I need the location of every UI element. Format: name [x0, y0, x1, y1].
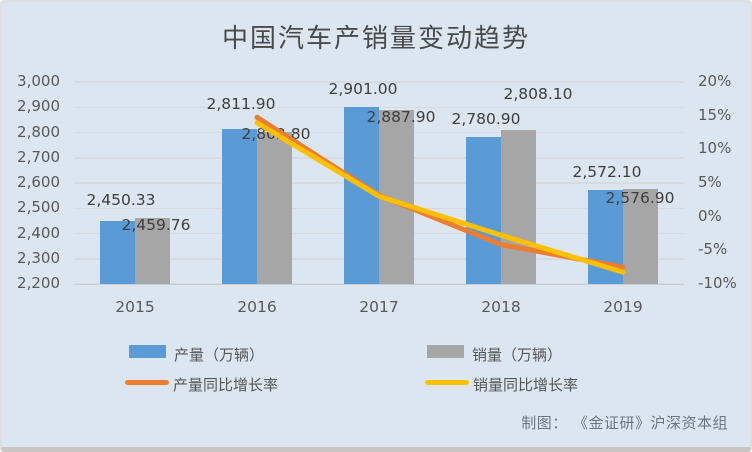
y-axis-tick-left: 2,200	[17, 274, 60, 292]
chart-title: 中国汽车产销量变动趋势	[221, 24, 530, 54]
sales-bar-swatch	[427, 345, 464, 358]
y-axis-tick-right: -10%	[698, 274, 737, 292]
sales-growth-line	[254, 120, 626, 275]
y-axis-tick-right: 0%	[698, 206, 722, 225]
legend-label-sales-bar: 销量（万辆）	[472, 346, 563, 364]
bar-label-production: 2,901.00	[328, 80, 398, 98]
x-axis-tick: 2016	[237, 298, 277, 316]
y-axis-tick-left: 3,000	[17, 72, 60, 90]
bar-label-production: 2,572.10	[572, 163, 642, 181]
gridline	[74, 81, 684, 83]
chart-source-credit: 制图： 《金证研》沪深资本组	[521, 414, 728, 432]
x-axis-tick: 2019	[603, 298, 643, 316]
y-axis-tick-left: 2,600	[17, 173, 60, 191]
legend-label-production-line: 产量同比增长率	[173, 376, 279, 394]
y-axis-tick-right: 10%	[698, 139, 732, 158]
bar-production	[100, 220, 135, 284]
y-axis-tick-left: 2,900	[17, 97, 60, 116]
bar-label-production: 2,450.33	[86, 191, 156, 209]
y-axis-tick-right: 20%	[698, 72, 732, 90]
x-axis-tick: 2015	[115, 298, 155, 316]
x-axis-tick: 2017	[359, 298, 399, 316]
gridline	[74, 106, 684, 108]
bar-sales	[135, 218, 170, 284]
y-axis-tick-left: 2,300	[17, 248, 60, 267]
y-axis-tick-left: 2,800	[17, 122, 60, 141]
bar-label-production: 2,811.90	[206, 95, 276, 113]
bar-sales	[623, 188, 658, 284]
x-axis-line	[74, 283, 684, 286]
sales-line-swatch	[425, 380, 469, 385]
bar-label-sales: 2,808.10	[503, 85, 573, 103]
y-axis-tick-right: 15%	[698, 105, 732, 124]
y-axis-tick-left: 2,500	[17, 198, 60, 217]
bar-label-sales: 2,576.90	[605, 189, 675, 207]
y-axis-tick-right: -5%	[698, 240, 728, 259]
production-bar-swatch	[129, 345, 166, 358]
bar-label-sales: 2,887.90	[366, 108, 436, 126]
bar-production	[466, 137, 501, 284]
bar-sales	[501, 130, 536, 284]
production-line-swatch	[125, 380, 169, 385]
bar-label-sales: 2,459.76	[121, 216, 191, 234]
bar-sales	[257, 131, 292, 284]
legend-label-sales-line: 销量同比增长率	[473, 376, 579, 394]
bar-production	[222, 129, 257, 284]
y-axis-tick-left: 2,700	[17, 147, 60, 166]
x-axis-tick: 2018	[481, 298, 521, 316]
y-axis-tick-right: 5%	[698, 173, 722, 191]
production-growth-line	[254, 114, 626, 270]
legend-label-production-bar: 产量（万辆）	[174, 346, 265, 364]
bar-label-production: 2,780.90	[451, 110, 521, 128]
y-axis-tick-left: 2,400	[17, 223, 60, 242]
